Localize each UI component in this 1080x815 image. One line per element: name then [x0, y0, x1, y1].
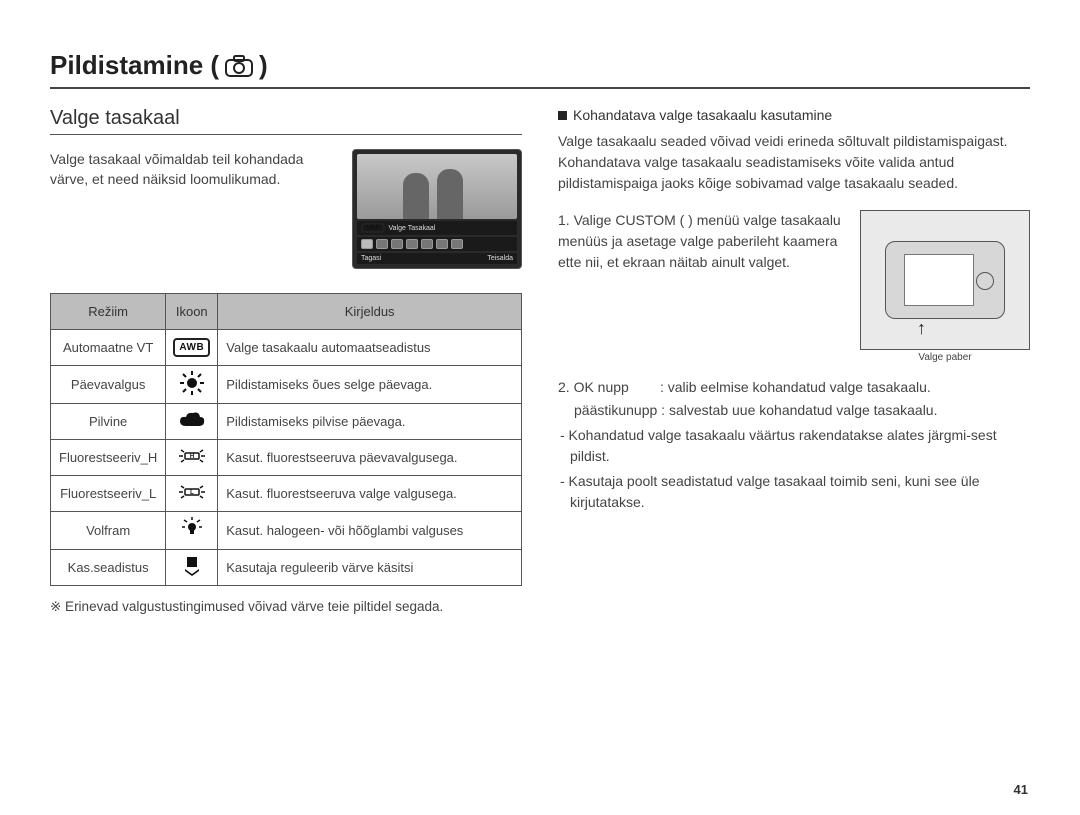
page-number: 41 [1014, 782, 1028, 797]
preview-photo [357, 154, 517, 219]
mode-cell: Volfram [51, 512, 166, 550]
desc-cell: Kasutaja reguleerib värve käsitsi [218, 550, 522, 586]
white-balance-table: Režiim Ikoon Kirjeldus Automaatne VT AWB… [50, 293, 522, 586]
mini-wb-icon [361, 239, 373, 249]
footnote: ※ Erinevad valgustustingimused võivad vä… [50, 598, 522, 617]
mini-wb-icon [421, 239, 433, 249]
preview-title: Valge Tasakaal [389, 225, 436, 232]
step-1-text: 1. Valige CUSTOM ( ) menüü valge tasakaa… [558, 210, 844, 273]
table-row: Päevavalgus Pildistamiseks õu [51, 366, 522, 404]
mode-cell: Fluorestseeriv_L [51, 476, 166, 512]
intro-text: Valge tasakaal võimaldab teil kohandada … [50, 149, 338, 269]
right-column: Kohandatava valge tasakaalu kasutamine V… [558, 107, 1030, 617]
mode-cell: Fluorestseeriv_H [51, 440, 166, 476]
table-row: Fluorestseeriv_H H Kasut. fluore [51, 440, 522, 476]
up-arrow-icon: ↑ [917, 318, 926, 339]
dash-item: - Kohandatud valge tasakaalu väärtus rak… [558, 425, 1030, 467]
left-column: Valge tasakaal Valge tasakaal võimaldab … [50, 107, 522, 617]
th-desc: Kirjeldus [218, 294, 522, 330]
mini-wb-icon [376, 239, 388, 249]
mode-cell: Kas.seadistus [51, 550, 166, 586]
title-suffix: ) [259, 50, 268, 81]
camera-preview: AWB Valge Tasakaal Tagasi [352, 149, 522, 269]
preview-title-bar: AWB Valge Tasakaal [357, 221, 517, 235]
mini-wb-icon [451, 239, 463, 249]
awb-icon: AWB [173, 338, 210, 357]
move-label: Teisalda [487, 255, 513, 262]
bulb-icon [179, 516, 205, 542]
table-row: Pilvine Pildistamiseks pilvise päevaga. [51, 404, 522, 440]
page-title: Pildistamine ( ) [50, 50, 1030, 89]
desc-cell: Pildistamiseks õues selge päevaga. [218, 366, 522, 404]
table-row: Kas.seadistus Kasutaja reguleerib värve … [51, 550, 522, 586]
table-row: Automaatne VT AWB Valge tasakaalu automa… [51, 330, 522, 366]
bullet-square-icon [558, 111, 567, 120]
step-2a-label: 2. OK nupp [558, 379, 629, 395]
mode-cell: Päevavalgus [51, 366, 166, 404]
table-row: Volfram Kasut. halogeen- või hõ [51, 512, 522, 550]
sun-icon [179, 370, 205, 396]
camera-drawing [885, 241, 1005, 319]
th-mode: Režiim [51, 294, 166, 330]
mini-wb-icon [436, 239, 448, 249]
icon-cell: H [166, 440, 218, 476]
mode-cell: Automaatne VT [51, 330, 166, 366]
svg-text:H: H [190, 454, 194, 460]
cloud-icon [178, 410, 206, 430]
sub-header: Kohandatava valge tasakaalu kasutamine [558, 107, 1030, 123]
desc-cell: Kasut. fluorestseeruva valge valgusega. [218, 476, 522, 512]
icon-cell: AWB [166, 330, 218, 366]
mini-wb-icon [391, 239, 403, 249]
mini-wb-icon [406, 239, 418, 249]
fluor-h-icon: H [177, 446, 207, 466]
sub-header-text: Kohandatava valge tasakaalu kasutamine [573, 107, 832, 123]
th-icon: Ikoon [166, 294, 218, 330]
table-row: Fluorestseeriv_L L Kasut. fluore [51, 476, 522, 512]
paper-label: Valge paber [860, 352, 1030, 363]
title-prefix: Pildistamine ( [50, 50, 219, 81]
svg-text:L: L [190, 490, 194, 496]
step-2b: päästikunupp : salvestab uue kohandatud … [558, 400, 1030, 421]
intro-paragraph: Valge tasakaalu seaded võivad veidi erin… [558, 131, 1030, 194]
step-2a: 2. OK nupp : valib eelmise kohandatud va… [558, 377, 1030, 398]
paper-figure-wrapper: ↑ Valge paber [860, 210, 1030, 363]
desc-cell: Pildistamiseks pilvise päevaga. [218, 404, 522, 440]
icon-cell [166, 404, 218, 440]
preview-icons-row [357, 237, 517, 251]
section-title: Valge tasakaal [50, 107, 522, 135]
back-label: Tagasi [361, 255, 381, 262]
awb-mini-icon: AWB [361, 223, 385, 233]
icon-cell [166, 366, 218, 404]
mode-cell: Pilvine [51, 404, 166, 440]
icon-cell [166, 550, 218, 586]
icon-cell: L [166, 476, 218, 512]
desc-cell: Valge tasakaalu automaatseadistus [218, 330, 522, 366]
fluor-l-icon: L [177, 482, 207, 502]
icon-cell [166, 512, 218, 550]
person-silhouette [403, 173, 429, 219]
preview-footer: Tagasi Teisalda [357, 253, 517, 264]
custom-icon [180, 554, 204, 578]
person-silhouette [437, 169, 463, 219]
dash-item: - Kasutaja poolt seadistatud valge tasak… [558, 471, 1030, 513]
desc-cell: Kasut. halogeen- või hõõglambi valguses [218, 512, 522, 550]
paper-figure: ↑ [860, 210, 1030, 350]
desc-cell: Kasut. fluorestseeruva päevavalgusega. [218, 440, 522, 476]
camera-icon [225, 55, 253, 77]
step-2a-desc: : valib eelmise kohandatud valge tasakaa… [660, 379, 931, 395]
